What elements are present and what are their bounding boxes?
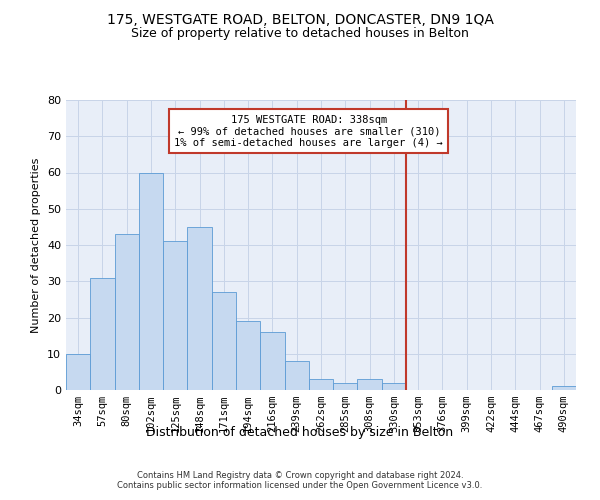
Y-axis label: Number of detached properties: Number of detached properties <box>31 158 41 332</box>
Bar <box>260 332 284 390</box>
Text: Contains HM Land Registry data © Crown copyright and database right 2024.
Contai: Contains HM Land Registry data © Crown c… <box>118 470 482 490</box>
Bar <box>163 242 187 390</box>
Bar <box>115 234 139 390</box>
Text: Distribution of detached houses by size in Belton: Distribution of detached houses by size … <box>146 426 454 439</box>
Text: 175 WESTGATE ROAD: 338sqm
← 99% of detached houses are smaller (310)
1% of semi-: 175 WESTGATE ROAD: 338sqm ← 99% of detac… <box>175 114 443 148</box>
Bar <box>66 354 90 390</box>
Bar <box>212 292 236 390</box>
Bar <box>309 379 333 390</box>
Bar <box>90 278 115 390</box>
Text: Size of property relative to detached houses in Belton: Size of property relative to detached ho… <box>131 28 469 40</box>
Text: 175, WESTGATE ROAD, BELTON, DONCASTER, DN9 1QA: 175, WESTGATE ROAD, BELTON, DONCASTER, D… <box>107 12 493 26</box>
Bar <box>552 386 576 390</box>
Bar <box>358 379 382 390</box>
Bar <box>187 227 212 390</box>
Bar <box>236 321 260 390</box>
Bar <box>333 383 358 390</box>
Bar <box>139 172 163 390</box>
Bar <box>382 383 406 390</box>
Bar <box>284 361 309 390</box>
